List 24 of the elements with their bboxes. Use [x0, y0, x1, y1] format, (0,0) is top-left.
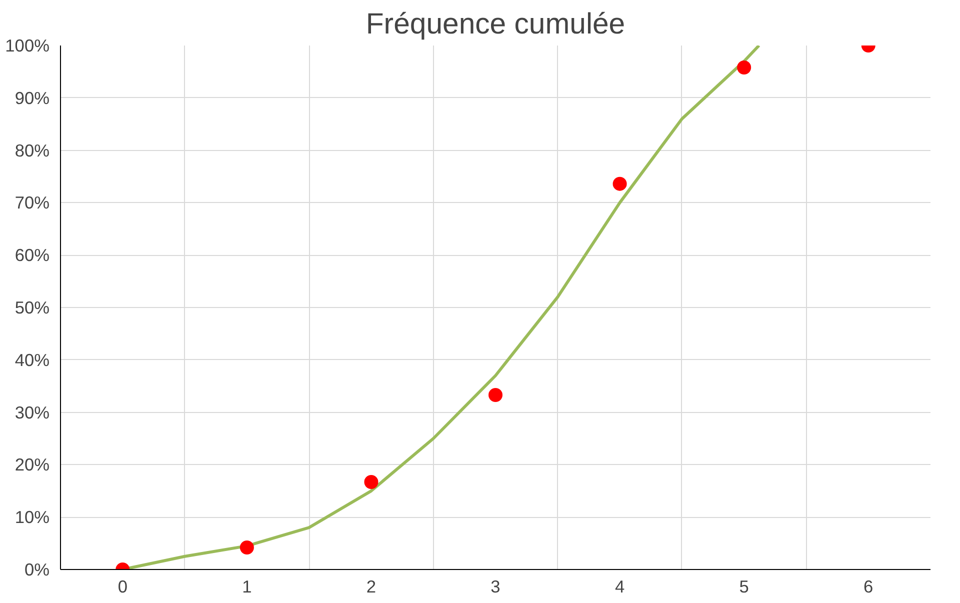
y-tick-label: 90%: [14, 88, 50, 108]
y-tick-label: 20%: [14, 454, 50, 475]
point: [364, 475, 378, 489]
point: [488, 388, 502, 402]
point: [737, 60, 752, 74]
y-tick-label: 60%: [14, 245, 50, 266]
x-tick-label: 3: [490, 576, 500, 596]
y-tick-label: 30%: [14, 402, 50, 422]
x-tick-label: 6: [864, 576, 874, 596]
y-tick-label: 0%: [24, 560, 50, 580]
x-tick-label: 1: [242, 576, 252, 596]
point: [612, 176, 627, 191]
x-tick-label: 4: [614, 576, 625, 596]
y-tick-label: 80%: [14, 140, 50, 160]
y-tick-label: 40%: [14, 350, 50, 370]
x-tick-label: 5: [739, 576, 749, 596]
y-tick-label: 10%: [14, 507, 50, 528]
point: [240, 540, 254, 554]
y-tick-label: 50%: [14, 298, 50, 318]
x-tick-label: 0: [118, 576, 128, 596]
x-tick-label: 2: [366, 576, 376, 596]
y-tick-label: 70%: [14, 192, 50, 213]
y-tick-label: 100%: [5, 36, 50, 56]
chart-title: Fréquence cumulée: [366, 8, 626, 40]
